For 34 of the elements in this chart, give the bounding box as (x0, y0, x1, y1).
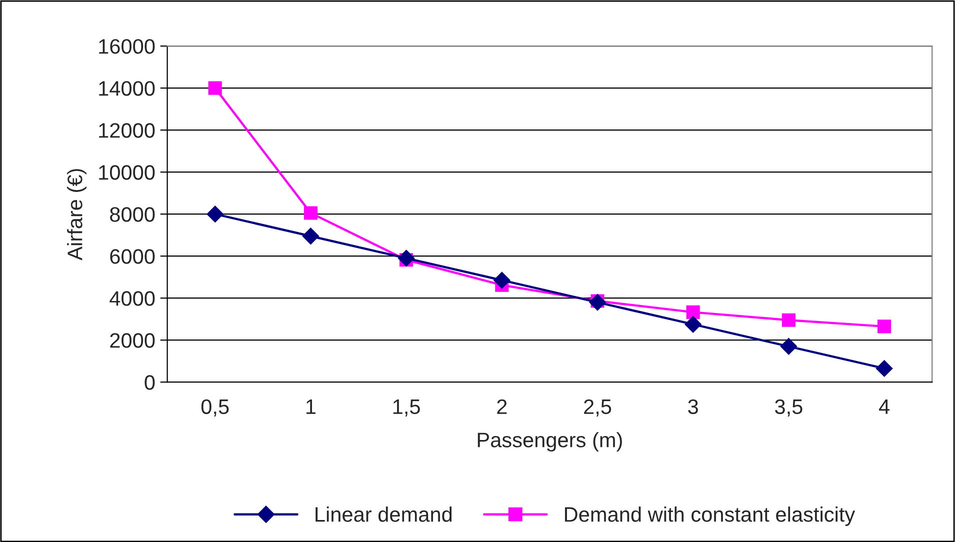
point (876, 360, 893, 377)
point (398, 250, 415, 267)
x-tick-label: 1 (306, 400, 316, 414)
x-axis-title: Passengers (m) (478, 432, 622, 452)
point (494, 272, 510, 289)
x-tick-label: 1,5 (393, 400, 420, 417)
point (302, 228, 320, 245)
point (878, 320, 892, 334)
point (208, 81, 222, 95)
legend-label: Demand with constant elasticity (565, 506, 856, 526)
y-tick-label: 6000 (110, 249, 155, 264)
point (780, 338, 798, 355)
point (782, 313, 796, 327)
y-tick-label: 4000 (110, 291, 155, 306)
point (684, 316, 702, 333)
y-tick-label: 0 (144, 375, 155, 390)
x-tick-label: 3 (688, 399, 698, 414)
y-tick-label: 10000 (99, 165, 155, 180)
y-tick-label: 16000 (99, 39, 155, 54)
point (589, 294, 606, 311)
y-tick-label: 12000 (99, 123, 155, 138)
x-tick-label: 3,5 (775, 399, 802, 417)
x-tick-label: 2,5 (584, 399, 612, 417)
y-axis-title: Airfare (€) (67, 169, 86, 260)
y-tick-label: 8000 (110, 207, 155, 222)
legend-label: Linear demand (316, 506, 452, 522)
point (304, 206, 318, 220)
x-tick-label: 4 (878, 400, 890, 414)
x-tick-label: 2 (497, 399, 507, 414)
point (686, 305, 700, 319)
x-tick-label: 0,5 (201, 399, 229, 417)
y-tick-label: 2000 (110, 333, 155, 348)
point (206, 206, 224, 222)
y-tick-label: 14000 (99, 81, 155, 96)
